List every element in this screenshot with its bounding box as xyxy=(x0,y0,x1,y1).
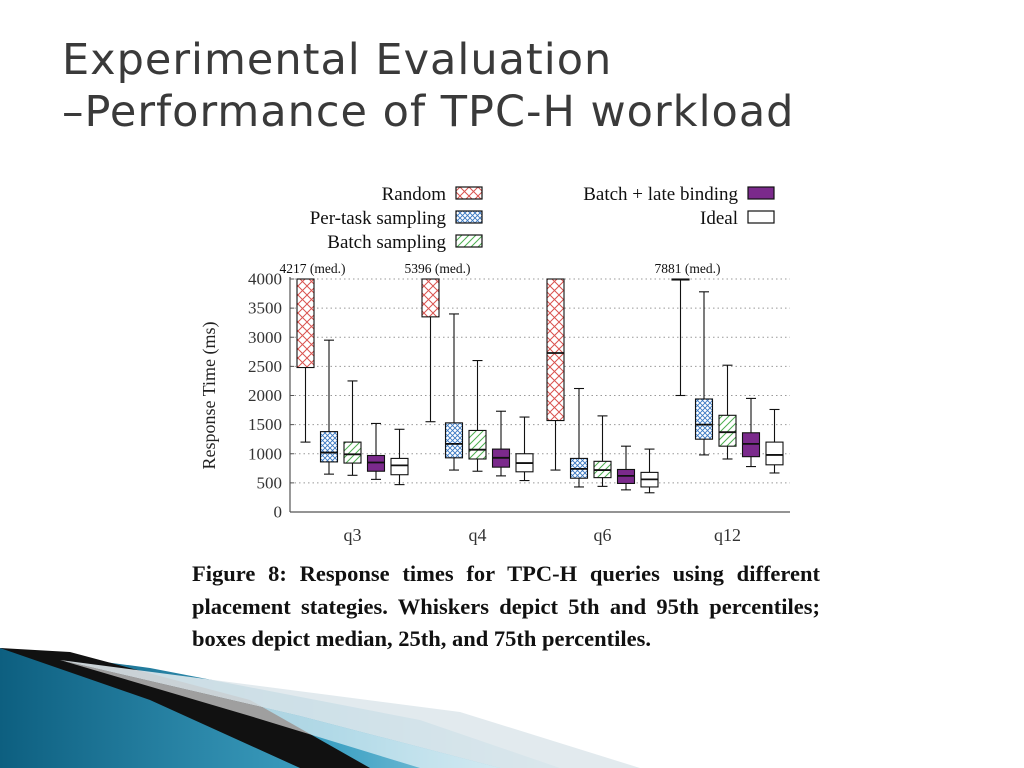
y-tick-label: 2000 xyxy=(248,386,282,405)
legend-swatch xyxy=(455,186,483,200)
box xyxy=(765,441,784,466)
box xyxy=(296,278,315,369)
box-q4-batch-sampling xyxy=(468,360,487,472)
y-tick-label: 1000 xyxy=(248,444,282,463)
slide-title-line2: –Performance of TPC-H workload xyxy=(62,87,795,137)
x-tick-label: q4 xyxy=(469,525,487,545)
grid xyxy=(290,278,790,484)
box-q6-random xyxy=(546,278,565,471)
figure-caption: Figure 8: Response times for TPC-H queri… xyxy=(192,561,820,651)
box xyxy=(468,429,487,460)
box-q12-batch-sampling xyxy=(718,364,737,460)
median-annotation: 7881 (med.) xyxy=(655,261,721,276)
y-tick-label: 2500 xyxy=(248,357,282,376)
y-tick-label: 0 xyxy=(274,503,283,522)
legend-swatch xyxy=(455,234,483,248)
box-q4-per-task-sampling xyxy=(444,313,464,471)
y-tick-label: 1500 xyxy=(248,415,282,434)
x-tick-label: q12 xyxy=(714,525,741,545)
box-q4-random xyxy=(421,278,440,423)
legend-swatch xyxy=(747,210,775,224)
box-q3-ideal xyxy=(390,428,409,486)
box-q3-batch-sampling xyxy=(343,380,362,476)
annotations: 4217 (med.) 5396 (med.) 7881 (med.) xyxy=(280,261,721,276)
y-tick-label: 3000 xyxy=(248,328,282,347)
legend-label: Batch + late binding xyxy=(583,184,738,205)
box xyxy=(694,398,714,440)
box-q4-batch-late-binding xyxy=(491,410,511,477)
y-tick-label: 500 xyxy=(257,473,283,492)
box-q6-ideal xyxy=(640,448,659,494)
legend-swatch xyxy=(455,210,483,224)
box-q6-batch-late-binding xyxy=(616,445,636,491)
response-time-box-plot: Random Per-task sampling Batch sampling Bat… xyxy=(199,184,790,545)
box-q3-batch-late-binding xyxy=(366,422,386,480)
box xyxy=(444,422,464,459)
median-annotation: 4217 (med.) xyxy=(280,261,346,276)
y-tick-label: 3500 xyxy=(248,299,282,318)
legend-swatch xyxy=(747,186,775,200)
box-q3-per-task-sampling xyxy=(319,339,339,475)
legend-label: Per-task sampling xyxy=(310,208,447,229)
axes: 0 500 1000 1500 2000 2500 3000 3500 4000 Response… xyxy=(199,270,790,545)
box xyxy=(421,278,440,318)
box xyxy=(319,431,339,463)
box-q6-batch-sampling xyxy=(593,415,612,487)
box-q12-random xyxy=(671,278,690,397)
legend-label: Ideal xyxy=(700,208,738,229)
boxes xyxy=(296,278,784,494)
slide-title: Experimental Evaluation –Performance of … xyxy=(62,34,1002,138)
slide-title-line1: Experimental Evaluation xyxy=(62,35,613,85)
median-annotation: 5396 (med.) xyxy=(405,261,471,276)
box xyxy=(390,457,409,476)
y-tick-label: 4000 xyxy=(248,270,282,289)
box-q12-per-task-sampling xyxy=(694,291,714,456)
legend-label: Random xyxy=(382,184,447,205)
box-q6-per-task-sampling xyxy=(569,387,589,488)
box xyxy=(546,278,565,422)
box xyxy=(343,441,362,464)
box-q4-ideal xyxy=(515,416,534,482)
box-q3-random xyxy=(296,278,315,443)
box xyxy=(671,278,690,281)
legend: Random Per-task sampling Batch sampling Bat… xyxy=(310,184,775,253)
box-q12-batch-late-binding xyxy=(741,397,761,468)
box xyxy=(718,414,737,447)
box-q12-ideal xyxy=(765,408,784,474)
legend-label: Batch sampling xyxy=(327,232,446,253)
y-axis-label: Response Time (ms) xyxy=(199,321,220,469)
x-tick-label: q3 xyxy=(344,525,362,545)
x-tick-label: q6 xyxy=(594,525,612,545)
